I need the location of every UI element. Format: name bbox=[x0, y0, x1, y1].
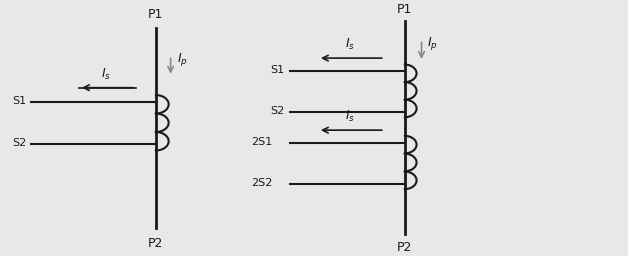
Text: $I_s$: $I_s$ bbox=[345, 37, 355, 52]
Text: 2S2: 2S2 bbox=[251, 178, 272, 188]
Text: P1: P1 bbox=[148, 8, 163, 21]
Text: $I_p$: $I_p$ bbox=[428, 35, 438, 52]
Text: S1: S1 bbox=[12, 95, 26, 105]
Text: $I_s$: $I_s$ bbox=[101, 67, 111, 82]
Text: $I_p$: $I_p$ bbox=[176, 51, 187, 68]
Text: P1: P1 bbox=[397, 3, 413, 16]
Text: S2: S2 bbox=[270, 106, 284, 116]
Text: 2S1: 2S1 bbox=[251, 137, 272, 147]
Text: S2: S2 bbox=[12, 138, 26, 148]
Text: P2: P2 bbox=[397, 241, 413, 254]
Text: P2: P2 bbox=[148, 237, 163, 250]
Text: $I_s$: $I_s$ bbox=[345, 109, 355, 124]
Text: S1: S1 bbox=[270, 65, 284, 75]
